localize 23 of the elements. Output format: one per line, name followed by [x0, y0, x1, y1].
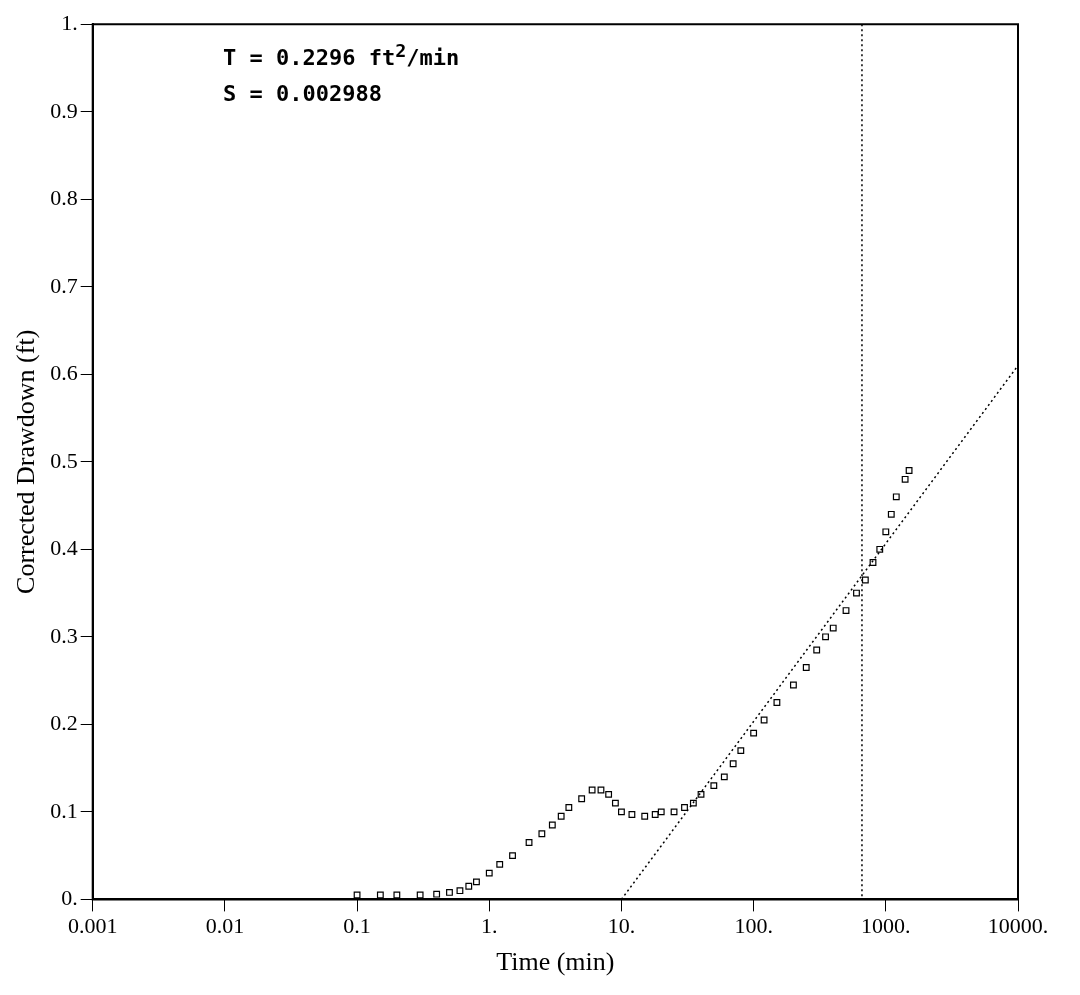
- y-tick-label: 0.8: [50, 185, 78, 211]
- y-tick-label: 0.7: [50, 272, 78, 298]
- annotation: T = 0.2296 ft$^{2}$/min: [223, 39, 460, 73]
- y-axis-title: Corrected Drawdown (ft): [11, 329, 41, 594]
- x-tick-label: 100.: [734, 913, 773, 939]
- x-tick-label: 10000.: [987, 913, 1049, 939]
- x-tick-label: 0.001: [67, 913, 118, 939]
- x-axis-title: Time (min): [496, 947, 615, 977]
- y-tick-label: 0.3: [50, 622, 78, 648]
- x-tick-label: 10.: [607, 913, 636, 939]
- x-tick-label: 0.01: [205, 913, 245, 939]
- y-tick-label: 0.6: [50, 360, 78, 386]
- x-tick-label: 0.1: [343, 913, 371, 939]
- y-tick-label: 0.4: [50, 535, 78, 561]
- y-tick-label: 1.: [61, 9, 78, 35]
- y-tick-label: 0.2: [50, 710, 78, 736]
- annotation: S = 0.002988: [223, 80, 383, 109]
- x-tick-label: 1000.: [861, 913, 911, 939]
- y-tick-label: 0.: [61, 885, 78, 911]
- y-tick-label: 0.9: [50, 97, 78, 123]
- y-tick-label: 0.1: [50, 797, 78, 823]
- y-tick-label: 0.5: [50, 447, 78, 473]
- x-tick-label: 1.: [481, 913, 498, 939]
